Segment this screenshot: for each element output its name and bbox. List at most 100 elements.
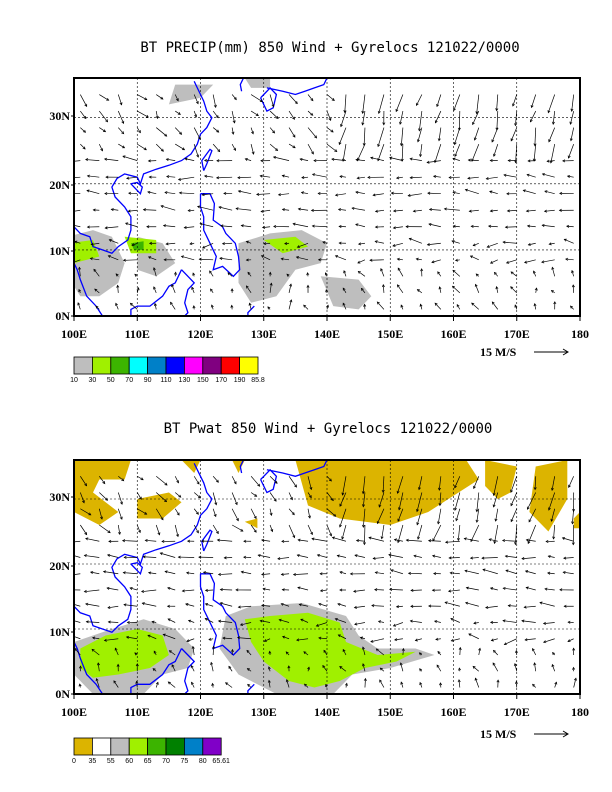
- wind-vector-head: [326, 304, 330, 308]
- wind-vector-head: [271, 104, 275, 108]
- wind-vector-head: [437, 487, 441, 491]
- wind-vector: [318, 603, 328, 607]
- wind-vector: [98, 143, 103, 151]
- wind-vector-head: [569, 305, 574, 309]
- wind-vector-head: [550, 487, 554, 492]
- wind-vector: [118, 143, 125, 149]
- wind-vector: [326, 492, 334, 501]
- wind-vector-head: [527, 159, 531, 163]
- wind-vector-head: [492, 504, 496, 508]
- wind-vector-head: [105, 497, 109, 501]
- wind-vector: [227, 272, 233, 277]
- wind-vector: [342, 287, 347, 294]
- wind-vector-head: [567, 620, 571, 624]
- wind-vector-head: [202, 571, 207, 575]
- lat-label: 0N: [55, 687, 70, 701]
- wind-vector-head: [427, 191, 431, 195]
- wind-vector: [396, 176, 403, 179]
- colorbar-label: 150: [197, 377, 209, 384]
- wind-vector-head: [419, 154, 423, 158]
- wind-vector-head: [177, 555, 181, 559]
- wind-vector-head: [506, 192, 510, 196]
- wind-vector: [476, 492, 480, 512]
- wind-vector-head: [196, 154, 200, 158]
- wind-vector-head: [100, 516, 103, 520]
- wind-vector-head: [184, 157, 188, 161]
- wind-vector: [397, 524, 404, 543]
- wind-vector: [269, 492, 277, 502]
- wind-vector-head: [572, 647, 576, 651]
- wind-vector-head: [155, 681, 159, 685]
- wind-vector-head: [142, 208, 146, 212]
- wind-vector: [510, 271, 517, 277]
- wind-vector-head: [198, 257, 202, 261]
- wind-vector: [375, 572, 384, 575]
- wind-vector: [74, 603, 81, 607]
- wind-vector-head: [125, 222, 129, 226]
- wind-vector-head: [381, 283, 385, 288]
- wind-vector: [99, 524, 111, 533]
- lon-label: 130E: [251, 327, 277, 341]
- map-content: [74, 78, 580, 316]
- wind-vector: [377, 508, 385, 524]
- wind-vector-head: [444, 601, 448, 605]
- wind-vector-head: [468, 633, 472, 637]
- wind-vector-head: [203, 174, 208, 178]
- wind-vector-head: [354, 554, 358, 558]
- wind-vector: [99, 94, 109, 101]
- wind-vector-head: [224, 682, 229, 686]
- wind-vector: [303, 651, 309, 656]
- wind-vector: [199, 258, 214, 261]
- wind-vector: [163, 634, 176, 640]
- wind-vector-head: [317, 191, 321, 195]
- shaded-region: [485, 460, 517, 499]
- wind-vector-head: [432, 538, 436, 542]
- wind-vector: [153, 286, 157, 293]
- wind-vector: [263, 588, 271, 591]
- wind-vector-head: [457, 127, 461, 131]
- wind-vector: [417, 524, 423, 540]
- wind-vector: [373, 557, 384, 559]
- wind-vector: [288, 492, 293, 500]
- wind-vector-head: [94, 288, 98, 292]
- wind-vector-head: [219, 256, 223, 260]
- wind-vector-head: [179, 131, 183, 135]
- wind-vector-head: [492, 492, 496, 497]
- wind-vector-head: [505, 260, 510, 264]
- wind-vector: [296, 638, 309, 641]
- wind-vector-head: [310, 112, 314, 116]
- wind-vector: [166, 176, 176, 178]
- wind-vector: [495, 508, 499, 522]
- wind-vector-head: [294, 484, 297, 488]
- wind-vector-head: [357, 242, 362, 246]
- wind-vector: [186, 572, 195, 575]
- wind-vector: [418, 476, 423, 490]
- wind-vector-head: [489, 158, 493, 163]
- wind-vector: [339, 492, 347, 507]
- wind-vector-head: [218, 205, 222, 209]
- wind-vector: [393, 622, 404, 627]
- wind-vector: [544, 190, 555, 195]
- coastline: [74, 463, 213, 694]
- wind-vector-head: [558, 208, 562, 212]
- wind-vector-head: [236, 518, 239, 522]
- wind-vector: [377, 301, 385, 310]
- wind-vector-head: [361, 646, 365, 650]
- wind-vector: [264, 638, 271, 642]
- wind-vector-head: [181, 589, 185, 593]
- lon-label: 140E: [314, 327, 340, 341]
- wind-vector: [362, 476, 366, 494]
- wind-vector-head: [325, 683, 328, 688]
- wind-vector-head: [292, 222, 296, 226]
- wind-vector-head: [550, 289, 554, 293]
- wind-vector-head: [176, 534, 180, 538]
- wind-vector-head: [510, 286, 514, 290]
- wind-vector-head: [568, 484, 571, 488]
- wind-vector: [260, 175, 271, 178]
- vector-scale-label: 15 M/S: [480, 345, 517, 359]
- wind-vector: [449, 557, 460, 559]
- wind-vector: [400, 662, 404, 672]
- wind-vector-head: [176, 512, 180, 516]
- wind-vector-head: [362, 542, 366, 546]
- wind-vector: [237, 176, 252, 179]
